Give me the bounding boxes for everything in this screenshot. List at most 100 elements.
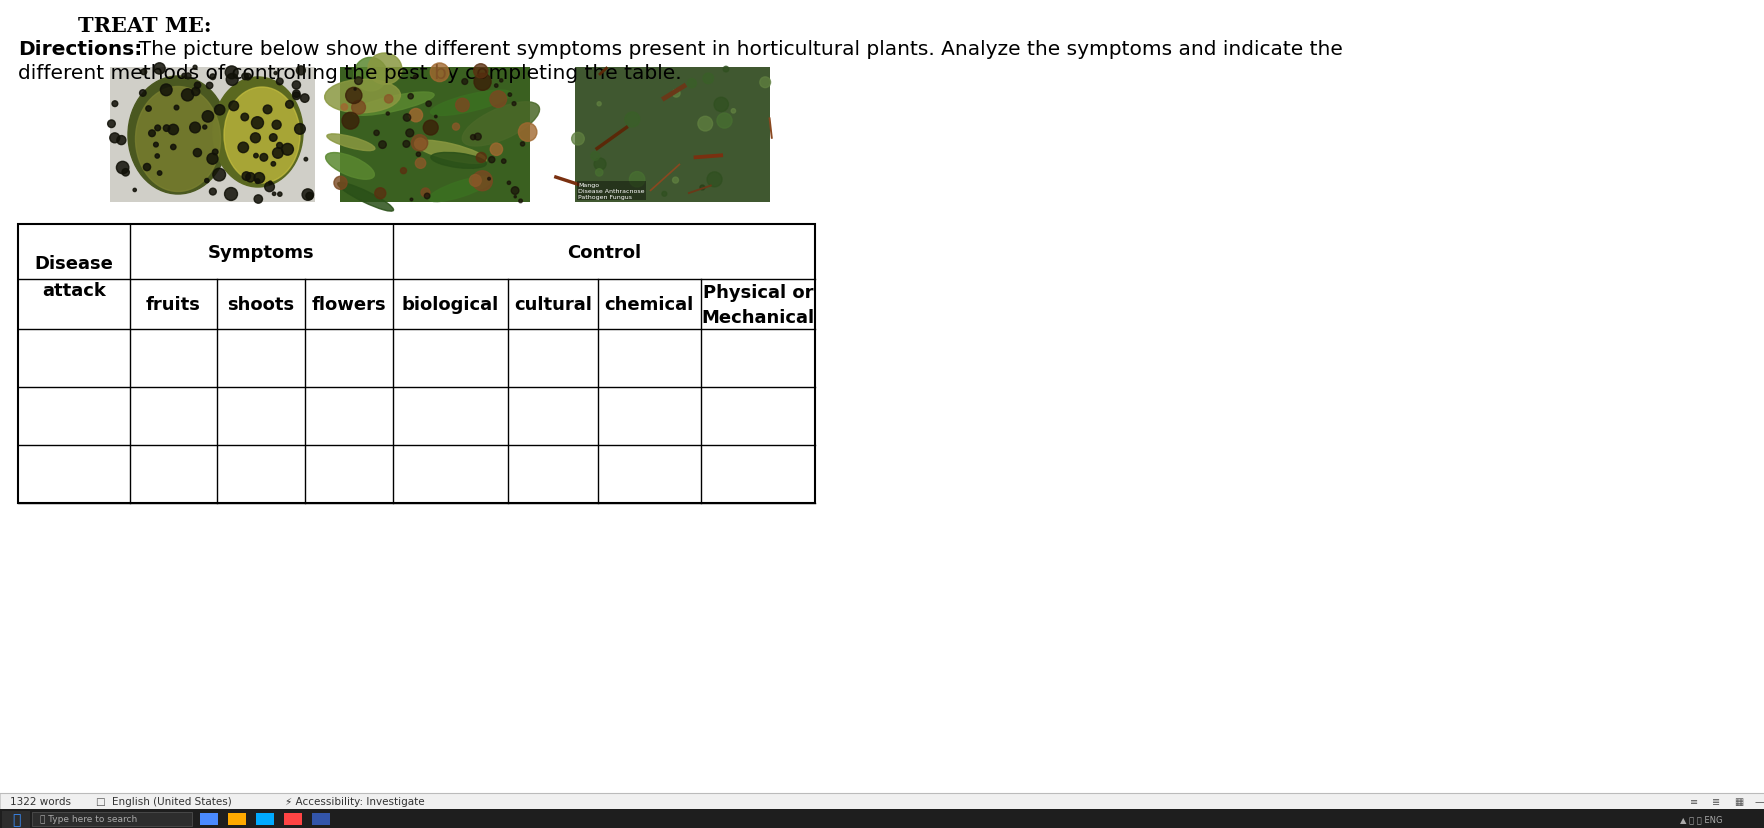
Circle shape bbox=[409, 109, 422, 123]
Circle shape bbox=[272, 193, 275, 196]
Circle shape bbox=[473, 65, 487, 79]
Circle shape bbox=[430, 64, 448, 83]
Ellipse shape bbox=[415, 141, 485, 164]
Text: flowers: flowers bbox=[310, 296, 386, 314]
Text: Disease
attack: Disease attack bbox=[35, 255, 113, 300]
Circle shape bbox=[229, 102, 238, 112]
Circle shape bbox=[730, 109, 736, 114]
Ellipse shape bbox=[224, 88, 300, 184]
Circle shape bbox=[108, 121, 115, 128]
Circle shape bbox=[286, 101, 293, 109]
Bar bbox=[199, 813, 219, 825]
Circle shape bbox=[302, 190, 314, 201]
Circle shape bbox=[270, 135, 277, 142]
Ellipse shape bbox=[462, 103, 540, 147]
Circle shape bbox=[175, 106, 178, 111]
Circle shape bbox=[161, 84, 173, 97]
Circle shape bbox=[490, 144, 503, 156]
Circle shape bbox=[238, 143, 249, 153]
Circle shape bbox=[630, 172, 644, 188]
Bar bbox=[284, 813, 302, 825]
Circle shape bbox=[462, 79, 467, 85]
Circle shape bbox=[155, 155, 159, 159]
Circle shape bbox=[662, 192, 667, 197]
Circle shape bbox=[434, 116, 437, 118]
Circle shape bbox=[672, 90, 679, 98]
Circle shape bbox=[723, 67, 729, 73]
Text: ▦: ▦ bbox=[1732, 796, 1743, 806]
Text: □: □ bbox=[95, 796, 104, 806]
Circle shape bbox=[697, 117, 713, 132]
Circle shape bbox=[272, 148, 282, 159]
Circle shape bbox=[212, 150, 219, 156]
Circle shape bbox=[473, 171, 492, 191]
Circle shape bbox=[155, 126, 161, 132]
Circle shape bbox=[422, 189, 430, 198]
Circle shape bbox=[624, 113, 639, 128]
Circle shape bbox=[203, 112, 213, 123]
Text: The picture below show the different symptoms present in horticultural plants. A: The picture below show the different sym… bbox=[125, 40, 1342, 59]
Circle shape bbox=[210, 189, 217, 195]
Circle shape bbox=[469, 176, 482, 187]
Circle shape bbox=[519, 200, 522, 204]
Circle shape bbox=[520, 142, 524, 147]
Circle shape bbox=[305, 193, 312, 200]
Text: shoots: shoots bbox=[228, 296, 295, 314]
Circle shape bbox=[153, 64, 166, 75]
Circle shape bbox=[293, 91, 300, 99]
Circle shape bbox=[519, 123, 536, 142]
Circle shape bbox=[385, 95, 393, 104]
Text: different methods of controlling the pest by completing the table.: different methods of controlling the pes… bbox=[18, 64, 681, 83]
Circle shape bbox=[407, 94, 413, 100]
Circle shape bbox=[157, 171, 162, 176]
Text: Physical or
Mechanical: Physical or Mechanical bbox=[700, 283, 813, 326]
Circle shape bbox=[300, 94, 309, 104]
Circle shape bbox=[409, 199, 413, 201]
Circle shape bbox=[512, 103, 515, 107]
Circle shape bbox=[295, 124, 305, 135]
Ellipse shape bbox=[430, 153, 487, 169]
Circle shape bbox=[513, 196, 517, 199]
Circle shape bbox=[250, 118, 263, 130]
Circle shape bbox=[572, 133, 584, 146]
Circle shape bbox=[400, 168, 406, 175]
Circle shape bbox=[206, 154, 219, 165]
Circle shape bbox=[242, 114, 249, 122]
Circle shape bbox=[476, 153, 487, 163]
Circle shape bbox=[416, 153, 420, 157]
Circle shape bbox=[471, 136, 475, 141]
Circle shape bbox=[494, 84, 497, 89]
Circle shape bbox=[268, 182, 272, 185]
Text: Mango
Disease Anthracnose
Pathogen Fungus: Mango Disease Anthracnose Pathogen Fungu… bbox=[577, 183, 644, 200]
Text: ⧉: ⧉ bbox=[12, 812, 19, 826]
Circle shape bbox=[499, 79, 503, 83]
Circle shape bbox=[293, 93, 300, 100]
Circle shape bbox=[153, 143, 159, 147]
Circle shape bbox=[245, 75, 250, 81]
Text: ≡: ≡ bbox=[1690, 796, 1697, 806]
Text: —: — bbox=[1753, 796, 1764, 806]
Circle shape bbox=[242, 74, 249, 80]
Bar bbox=[2, 811, 30, 828]
Bar bbox=[312, 813, 330, 825]
Text: English (United States): English (United States) bbox=[111, 796, 231, 806]
Circle shape bbox=[111, 102, 118, 108]
Text: biological: biological bbox=[402, 296, 499, 314]
Ellipse shape bbox=[326, 135, 374, 152]
Circle shape bbox=[277, 143, 282, 149]
Circle shape bbox=[277, 193, 282, 197]
Circle shape bbox=[452, 124, 459, 131]
Circle shape bbox=[425, 102, 430, 108]
Ellipse shape bbox=[355, 58, 386, 92]
Circle shape bbox=[189, 123, 201, 133]
Circle shape bbox=[415, 159, 425, 169]
Circle shape bbox=[226, 75, 238, 86]
Circle shape bbox=[591, 152, 600, 161]
Circle shape bbox=[411, 136, 427, 152]
Text: chemical: chemical bbox=[605, 296, 693, 314]
Circle shape bbox=[194, 149, 201, 157]
Circle shape bbox=[182, 75, 187, 79]
Circle shape bbox=[293, 82, 300, 90]
Circle shape bbox=[415, 139, 425, 150]
Circle shape bbox=[423, 121, 437, 136]
